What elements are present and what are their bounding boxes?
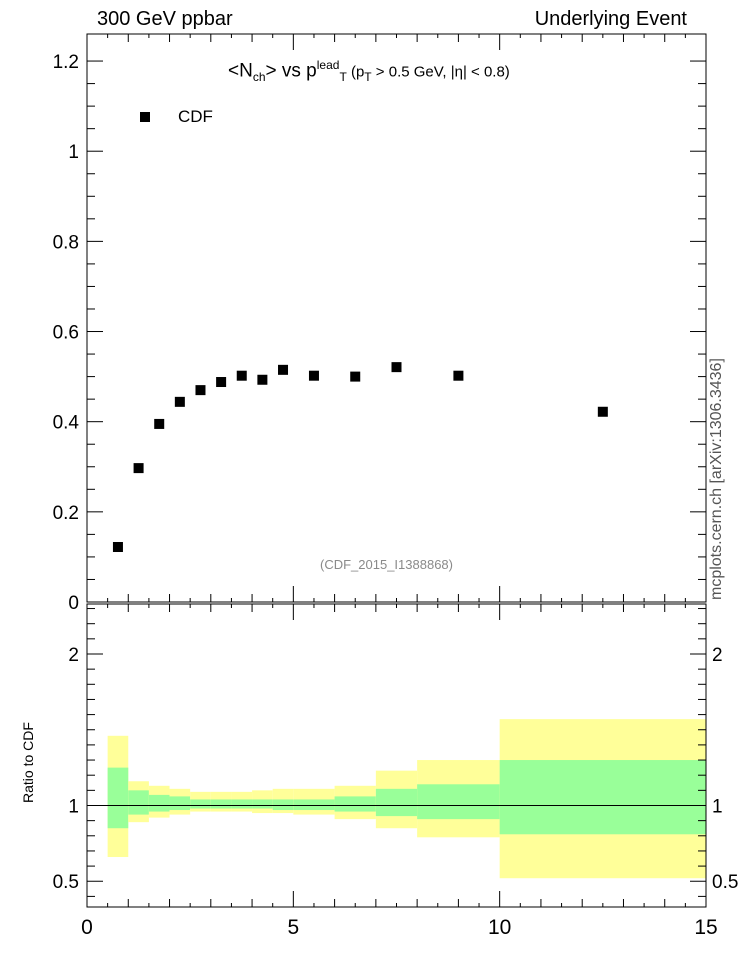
band-inner-5 — [210, 799, 232, 809]
band-inner-7 — [252, 799, 273, 809]
band-inner-11 — [375, 788, 418, 817]
legend-label-cdf: CDF — [178, 107, 213, 126]
data-point-0 — [112, 542, 123, 553]
main-ytick-label: 0.8 — [53, 232, 79, 253]
analysis-watermark: (CDF_2015_I1388868) — [320, 557, 453, 572]
main-ytick-label: 1 — [68, 142, 79, 163]
band-inner-9 — [293, 799, 335, 811]
title-cut-pre: (p — [346, 63, 365, 81]
ratio-ytick-label-left: 2 — [68, 645, 79, 666]
band-inner-12 — [417, 784, 500, 820]
data-point-11 — [391, 362, 402, 373]
legend-marker-cdf — [140, 112, 150, 122]
data-point-1 — [133, 463, 144, 474]
title-main-sub2: T — [339, 70, 347, 85]
band-inner-8 — [272, 799, 294, 811]
ratio-ytick-label-left: 1 — [68, 796, 79, 817]
main-ytick-label: 0.4 — [53, 413, 80, 434]
header-left-text: 300 GeV ppbar — [97, 8, 233, 30]
data-point-3 — [174, 396, 185, 407]
title-main-mid: > vs p — [265, 60, 317, 82]
header-right-text: Underlying Event — [534, 8, 687, 30]
band-inner-4 — [190, 799, 211, 809]
xtick-label: 15 — [694, 916, 717, 939]
xtick-label: 10 — [488, 916, 511, 939]
band-inner-0 — [107, 767, 129, 829]
title-main-pre: <N — [228, 60, 253, 82]
ratio-bands — [107, 719, 706, 879]
band-inner-3 — [169, 796, 191, 811]
main-ytick-label: 1.2 — [53, 52, 79, 73]
ratio-ytick-label-right: 1 — [712, 796, 723, 817]
data-point-10 — [350, 371, 361, 382]
band-inner-2 — [148, 794, 170, 812]
data-point-8 — [278, 364, 289, 375]
data-point-4 — [195, 385, 206, 396]
band-inner-10 — [334, 796, 376, 812]
data-point-13 — [597, 406, 608, 417]
title-main-sub: ch — [252, 70, 266, 85]
xtick-label: 0 — [81, 916, 93, 939]
data-point-5 — [216, 377, 227, 388]
axis-ticks — [86, 34, 707, 907]
ratio-ytick-label-right: 2 — [712, 645, 723, 666]
band-inner-13 — [499, 760, 706, 835]
main-ytick-label: 0.2 — [53, 503, 79, 524]
title-cut-post: > 0.5 GeV, |η| < 0.8) — [371, 63, 510, 81]
title-main-sup: lead — [316, 58, 340, 72]
ratio-ytick-label-left: 0.5 — [53, 872, 79, 893]
ratio-y-axis-label: Ratio to CDF — [20, 722, 36, 803]
data-point-6 — [236, 370, 247, 381]
data-points — [112, 362, 608, 553]
ratio-ytick-label-right: 0.5 — [712, 872, 738, 893]
title-cut-sub: T — [364, 70, 372, 85]
data-point-9 — [308, 370, 319, 381]
band-inner-6 — [231, 799, 253, 809]
data-point-2 — [154, 418, 165, 429]
main-ytick-label: 0.6 — [53, 323, 79, 344]
data-point-7 — [257, 374, 268, 385]
legend-marker — [140, 112, 150, 122]
side-note: mcplots.cern.ch [arXiv:1306.3436] — [708, 358, 725, 600]
band-inner-1 — [128, 790, 149, 815]
xtick-label: 5 — [287, 916, 299, 939]
data-point-12 — [453, 370, 464, 381]
tick-labels: 0.2 0.4 0.6 0.8 1 1.2 0 0.5 0.5 1 1 2 2 0 5 10 15 — [53, 52, 739, 939]
main-ytick-label: 0 — [68, 593, 79, 614]
chart-title: <Nch> vs pleadT (pT > 0.5 GeV, |η| < 0.8… — [228, 58, 510, 84]
